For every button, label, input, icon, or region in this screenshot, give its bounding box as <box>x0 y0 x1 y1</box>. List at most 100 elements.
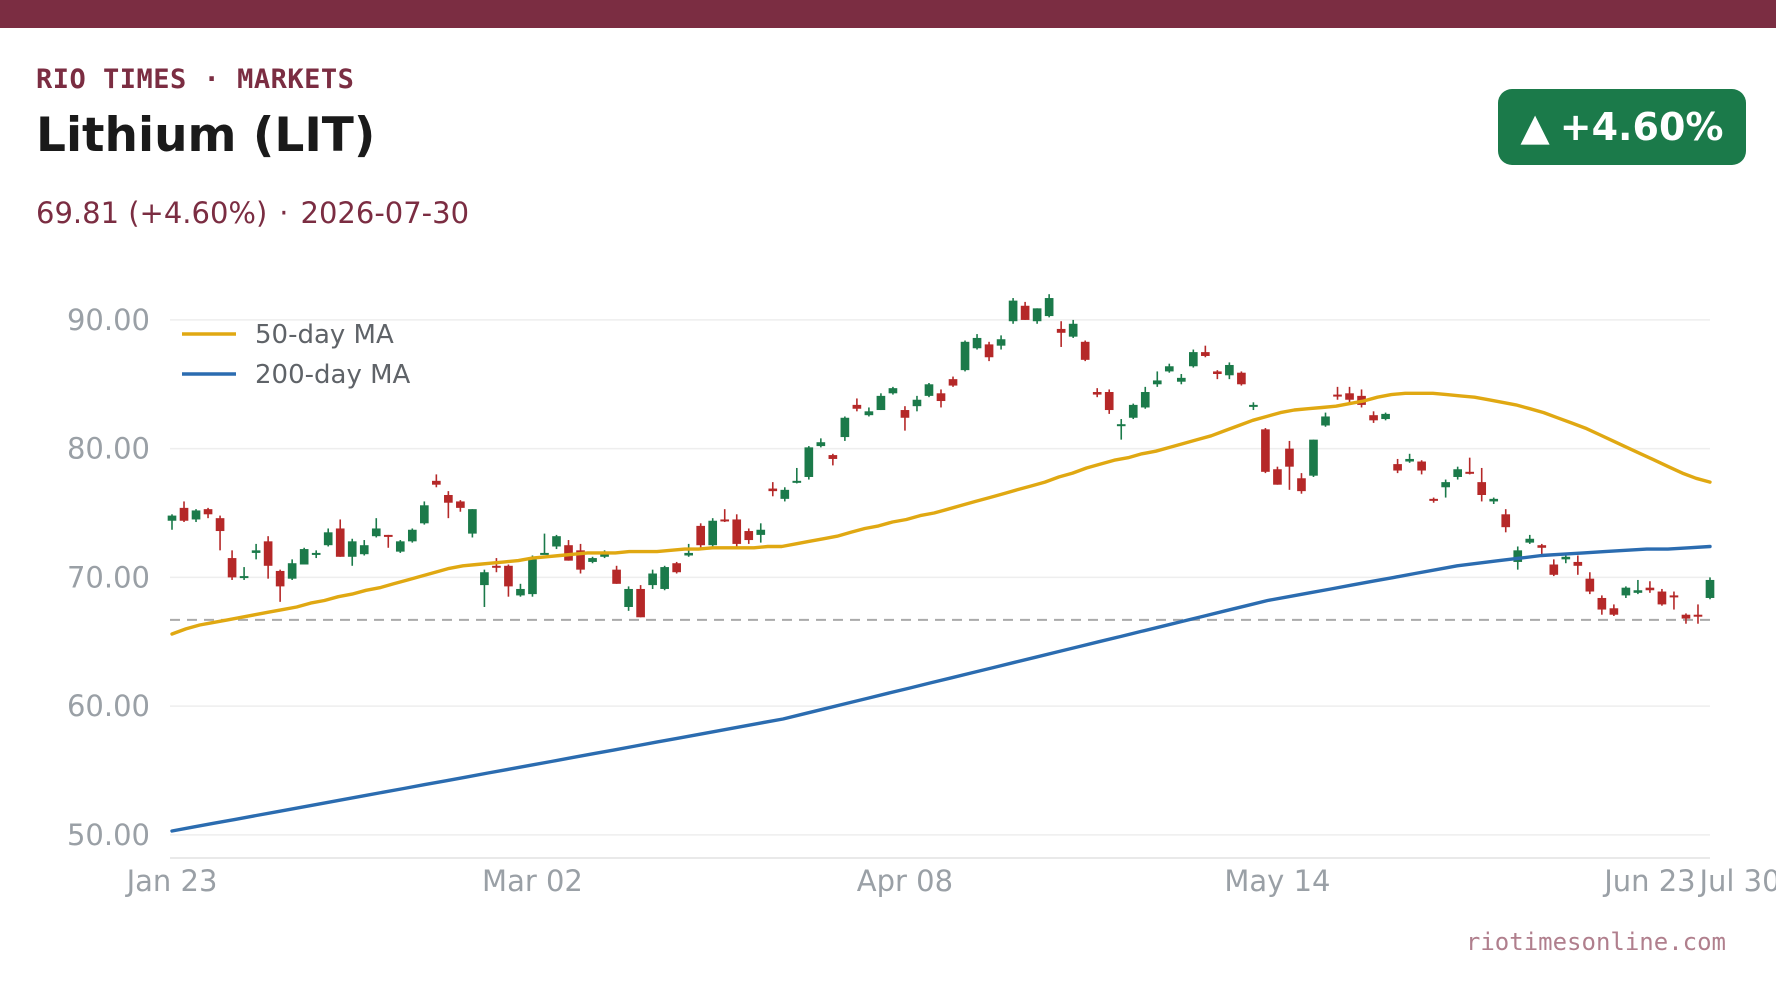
candle-body <box>1152 380 1162 385</box>
candle-up <box>299 547 309 565</box>
candle-down <box>936 389 946 408</box>
candle-body <box>1381 413 1390 420</box>
x-tick-label: Mar 02 <box>482 864 583 898</box>
candle-up <box>888 386 898 395</box>
candle-up <box>323 528 333 547</box>
candle-down <box>275 569 285 602</box>
candle-body <box>191 510 201 520</box>
candle-body <box>444 494 453 503</box>
candle-up <box>780 487 790 502</box>
candle-down <box>335 519 345 557</box>
candle-body <box>792 480 802 483</box>
candle-body <box>828 455 838 459</box>
candle-body <box>516 588 525 596</box>
candle-down <box>1645 581 1655 593</box>
candle-up <box>1140 386 1150 409</box>
candle-body <box>1128 404 1138 418</box>
price-summary: 69.81 (+4.60%) · 2026-07-30 <box>36 196 469 230</box>
candle-down <box>732 514 742 550</box>
candle-body <box>612 569 621 584</box>
candle-body <box>1585 578 1595 592</box>
candle-down <box>1273 466 1282 485</box>
candle-body <box>1645 587 1655 591</box>
candle-body <box>780 489 790 499</box>
candle-up <box>1176 373 1186 385</box>
candle-body <box>1285 448 1294 467</box>
candle-down <box>1297 473 1306 494</box>
candle-down <box>444 491 453 519</box>
y-tick-label: 70.00 <box>67 560 150 594</box>
candle-body <box>335 528 345 557</box>
candle-body <box>972 337 982 349</box>
source-credit: riotimesonline.com <box>1465 928 1726 956</box>
candle-body <box>359 545 369 555</box>
candle-body <box>1104 392 1114 411</box>
candle-body <box>1489 498 1499 502</box>
candle-body <box>1116 424 1126 427</box>
candle-up <box>540 533 549 555</box>
candle-up <box>552 534 561 550</box>
candle-body <box>1609 608 1619 615</box>
candle-down <box>1333 386 1342 400</box>
candle-body <box>492 565 501 568</box>
candle-body <box>1513 550 1523 562</box>
candle-up <box>251 543 261 560</box>
candle-up <box>167 514 177 530</box>
candle-body <box>1669 595 1679 598</box>
x-tick-label: May 14 <box>1224 864 1330 898</box>
candle-body <box>1405 458 1414 462</box>
candle-down <box>948 376 958 387</box>
y-tick-label: 80.00 <box>67 432 150 466</box>
ma50-line <box>170 391 1712 636</box>
candle-body <box>1681 614 1691 619</box>
candle-down <box>227 550 237 580</box>
candle-down <box>1585 572 1595 595</box>
candle-body <box>299 549 309 565</box>
legend-label-ma50: 50-day MA <box>255 320 394 350</box>
candle-body <box>1621 587 1631 596</box>
separator: · <box>279 196 289 230</box>
candle-body <box>1501 514 1511 528</box>
candle-body <box>420 505 429 524</box>
candle-body <box>936 393 946 402</box>
y-axis: 90.00 80.00 70.00 60.00 50.00 <box>67 303 150 852</box>
candle-down <box>744 528 754 544</box>
moving-averages <box>170 391 1712 833</box>
candle-body <box>1309 439 1318 476</box>
candle-body <box>1068 323 1078 337</box>
candle-up <box>816 438 826 448</box>
candle-body <box>1417 461 1426 471</box>
change-badge: ▲ +4.60% <box>1498 89 1746 165</box>
candle-down <box>263 536 273 579</box>
candle-down <box>672 561 681 574</box>
candle-down <box>1477 467 1487 502</box>
candle-body <box>287 563 297 579</box>
candle-up <box>1405 453 1414 463</box>
candle-up <box>287 559 297 580</box>
candle-body <box>167 515 177 521</box>
x-tick-label: Jan 23 <box>125 864 218 898</box>
candle-body <box>1261 429 1270 472</box>
candle-up <box>516 583 525 597</box>
candle-body <box>756 529 766 535</box>
candle-body <box>1549 564 1559 575</box>
candle-up <box>395 540 405 553</box>
candle-down <box>1465 457 1475 475</box>
candles <box>167 294 1715 624</box>
candle-body <box>660 567 669 589</box>
candle-body <box>1201 352 1210 356</box>
candle-down <box>1681 613 1691 624</box>
candle-body <box>708 520 718 546</box>
candle-up <box>1621 586 1631 598</box>
candle-down <box>383 534 393 548</box>
candle-body <box>1213 371 1222 374</box>
candle-body <box>239 576 249 579</box>
candle-body <box>852 404 862 409</box>
candle-up <box>1249 402 1258 411</box>
candle-body <box>468 509 477 534</box>
y-tick-label: 90.00 <box>67 303 150 337</box>
candle-down <box>1104 389 1114 414</box>
y-tick-label: 60.00 <box>67 689 150 723</box>
candle-body <box>347 541 357 557</box>
